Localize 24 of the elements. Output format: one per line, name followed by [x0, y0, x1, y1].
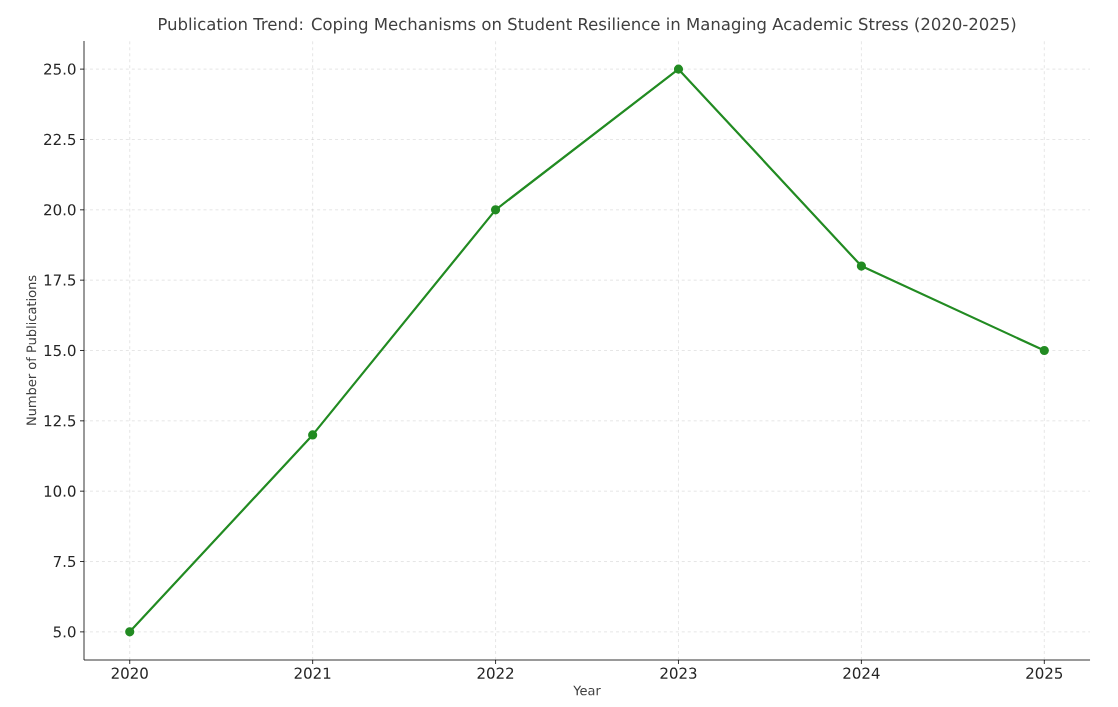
x-tick-label: 2021: [294, 667, 331, 679]
point: [490, 205, 501, 215]
x-tick-label: 2024: [843, 667, 880, 679]
y-tick-label: 12.5: [44, 415, 76, 427]
point: [673, 64, 684, 74]
x-axis-title: Year: [573, 685, 601, 696]
chart-title: Publication Trend: Coping Mechanisms on Student Resilience in Managing Academic Stress (2020-2025): [159, 17, 1016, 34]
y-tick-label: 10.0: [44, 485, 76, 497]
x-tick-label: 2022: [477, 667, 514, 679]
y-tick-label: 7.5: [53, 555, 76, 568]
y-tick-label: 22.5: [44, 133, 76, 146]
y-tick-label: 17.5: [44, 274, 76, 286]
point: [1039, 345, 1049, 356]
y-tick-label: 20.0: [44, 204, 76, 216]
y-axis-title: Number of Publications: [26, 275, 37, 425]
point: [856, 261, 866, 271]
x-tick-label: 2025: [1026, 667, 1063, 679]
y-tick-label: 5.0: [53, 626, 76, 638]
point: [125, 627, 135, 637]
y-tick-label: 25.0: [44, 63, 76, 75]
x-tick-label: 2023: [660, 667, 697, 679]
y-tick-label: 15.0: [44, 344, 76, 357]
point: [308, 430, 318, 440]
x-tick-label: 2020: [111, 667, 148, 679]
